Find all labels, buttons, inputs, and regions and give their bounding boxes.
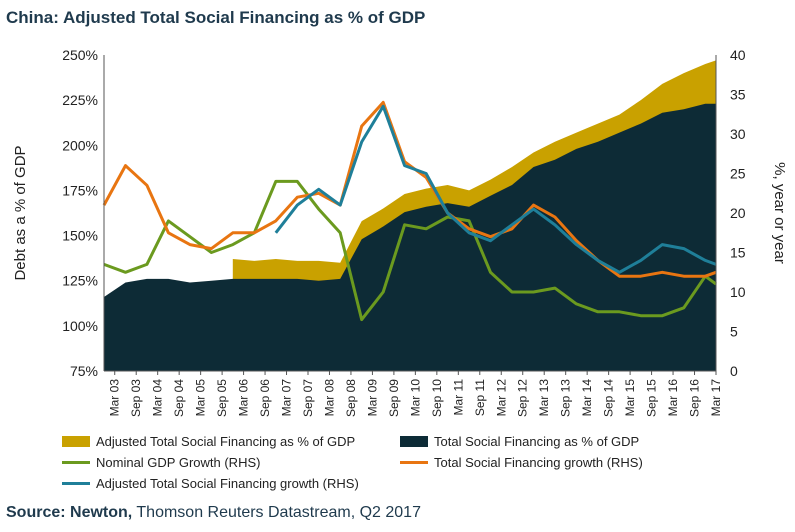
legend-label: Nominal GDP Growth (RHS) (96, 455, 261, 470)
legend-item-adjusted-area: Adjusted Total Social Financing as % of … (62, 434, 355, 449)
y2-tick-label: 15 (730, 245, 746, 261)
legend-label: Total Social Financing growth (RHS) (434, 455, 643, 470)
legend-swatch-tsf-growth (400, 461, 428, 464)
legend-swatch-adjusted-area (62, 436, 90, 447)
x-tick-label: Mar 15 (623, 379, 637, 417)
x-tick-label: Mar 07 (280, 379, 294, 417)
x-tick-label: Sep 05 (215, 379, 229, 417)
x-tick-label: Sep 12 (516, 379, 530, 417)
y-tick-label: 175% (62, 182, 98, 198)
x-tick-label: Sep 14 (602, 379, 616, 417)
y-tick-label: 100% (62, 318, 98, 334)
x-tick-label: Sep 08 (344, 379, 358, 417)
legend-item-adj-tsf-growth: Adjusted Total Social Financing growth (… (62, 476, 359, 491)
y-tick-label: 125% (62, 273, 98, 289)
x-tick-label: Sep 06 (258, 379, 272, 417)
x-tick-label: Mar 05 (194, 379, 208, 417)
source-note: Source: Newton, Thomson Reuters Datastre… (6, 504, 421, 522)
y2-tick-label: 30 (730, 126, 746, 142)
y2-tick-label: 25 (730, 166, 746, 182)
x-tick-label: Mar 12 (494, 379, 508, 417)
legend-label: Adjusted Total Social Financing growth (… (96, 476, 359, 491)
source-rest: Thomson Reuters Datastream, Q2 2017 (132, 504, 421, 521)
x-tick-label: Sep 04 (172, 379, 186, 417)
y2-tick-label: 5 (730, 324, 738, 340)
x-tick-label: Sep 07 (301, 379, 315, 417)
y-tick-label: 150% (62, 228, 98, 244)
chart-title: China: Adjusted Total Social Financing a… (6, 8, 426, 27)
x-tick-label: Sep 15 (645, 379, 659, 417)
x-tick-label: Sep 11 (473, 379, 487, 416)
legend-swatch-tsf-area (400, 436, 428, 447)
y-tick-label: 75% (70, 363, 98, 379)
x-tick-label: Mar 06 (237, 379, 251, 417)
x-tick-label: Mar 17 (709, 379, 723, 417)
adj-tsf-growth-line (274, 104, 717, 274)
y2-tick-label: 20 (730, 205, 746, 221)
x-tick-label: Mar 13 (537, 379, 551, 417)
y2-axis-title: %, year or year (771, 162, 788, 264)
chart-svg: 75% 100% 125% 150% 175% 200% 225% 250% 0 5 10 15 20 2… (12, 47, 788, 417)
legend-item-gdp-growth: Nominal GDP Growth (RHS) (62, 455, 260, 470)
tsf-area (104, 103, 716, 372)
legend-swatch-gdp-growth (62, 461, 90, 464)
legend-item-tsf-area: Total Social Financing as % of GDP (400, 434, 639, 449)
y2-tick-label: 0 (730, 363, 738, 379)
y2-tick-label: 40 (730, 47, 746, 63)
x-tick-label: Sep 13 (559, 379, 573, 417)
x-tick-label: Mar 09 (365, 379, 379, 417)
x-tick-label: Mar 14 (580, 379, 594, 417)
x-tick-label: Sep 10 (430, 379, 444, 417)
y-tick-label: 200% (62, 137, 98, 153)
x-tick-label: Sep 16 (688, 379, 702, 417)
x-tick-label: Mar 08 (323, 379, 337, 417)
x-tick-label: Mar 04 (151, 379, 165, 417)
x-tick-label: Mar 11 (451, 379, 465, 416)
x-tick-label: Sep 03 (129, 379, 143, 417)
source-bold: Source: Newton, (6, 504, 133, 521)
y2-tick-label: 35 (730, 87, 746, 103)
legend-swatch-adj-tsf-growth (62, 482, 90, 485)
x-tick-label: Sep 09 (387, 379, 401, 417)
legend-item-tsf-growth: Total Social Financing growth (RHS) (400, 455, 643, 470)
x-tick-label: Mar 10 (408, 379, 422, 417)
legend-label: Total Social Financing as % of GDP (434, 434, 640, 449)
gdp-growth-line (103, 179, 717, 322)
y-axis-title: Debt as a % of GDP (12, 145, 29, 280)
x-tick-label: Mar 16 (666, 379, 680, 417)
y-tick-label: 225% (62, 92, 98, 108)
y-tick-label: 250% (62, 47, 98, 63)
y2-tick-label: 10 (730, 284, 746, 300)
x-tick-label: Mar 03 (108, 379, 122, 417)
legend-label: Adjusted Total Social Financing as % of … (96, 434, 356, 449)
